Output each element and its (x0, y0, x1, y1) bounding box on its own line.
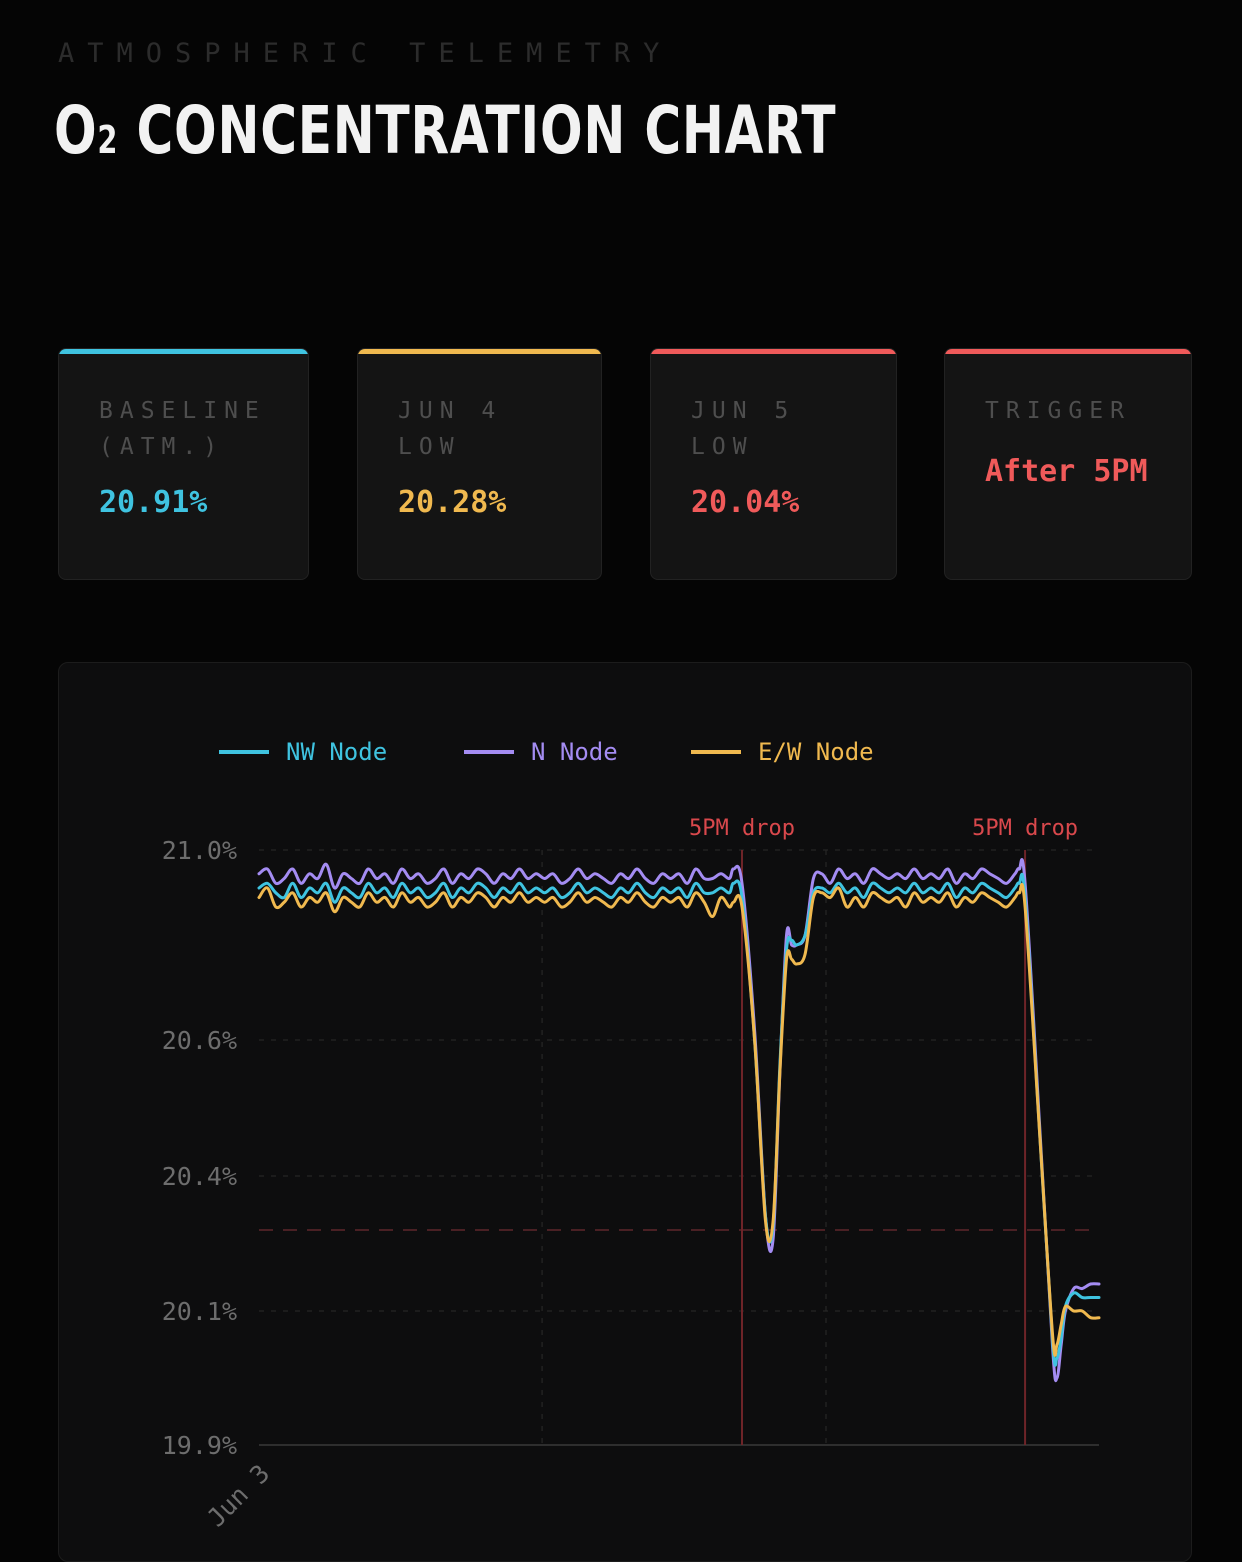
chart-panel: 21.0% 20.6% 20.4% 20.1% 19.9% 5PM drop 5PM dro… (58, 662, 1192, 1562)
card-accent-bar (59, 349, 308, 354)
card-label: JUN 5 LOW (691, 398, 796, 460)
card-value: 20.91% (99, 485, 208, 520)
annotation-label: 5PM drop (972, 816, 1078, 841)
y-tick-label: 20.4% (162, 1162, 237, 1191)
series-line (257, 858, 1101, 1383)
legend-label: E/W Node (758, 738, 874, 766)
legend-label: N Node (531, 738, 618, 766)
y-tick-label: 20.1% (162, 1297, 237, 1326)
y-tick-label: 21.0% (162, 836, 237, 865)
stat-card-jun5-low: JUN 5 LOW 20.04% (650, 348, 897, 580)
card-accent-bar (358, 349, 601, 354)
y-tick-label: 20.6% (162, 1026, 237, 1055)
stat-card-trigger: TRIGGER After 5PM (944, 348, 1192, 580)
annotation-label: 5PM drop (689, 816, 795, 841)
card-accent-bar (651, 349, 896, 354)
title-subscript: 2 (97, 118, 119, 162)
card-value: 20.04% (691, 485, 800, 520)
stat-card-baseline: BASELINE (ATM.) 20.91% (58, 348, 309, 580)
title-main: O (54, 92, 98, 169)
card-value: 20.28% (398, 485, 507, 520)
eyebrow-label: ATMOSPHERIC TELEMETRY (58, 38, 673, 69)
card-label: BASELINE (ATM.) (99, 398, 266, 460)
o2-line-chart: 21.0% 20.6% 20.4% 20.1% 19.9% 5PM drop 5PM dro… (162, 738, 1101, 1533)
page-title: O2 CONCENTRATION CHART (54, 92, 836, 169)
legend-label: NW Node (286, 738, 387, 766)
title-rest: CONCENTRATION CHART (118, 92, 837, 169)
y-tick-label: 19.9% (162, 1431, 237, 1460)
stat-card-jun4-low: JUN 4 LOW 20.28% (357, 348, 602, 580)
series-line (257, 872, 1101, 1367)
card-accent-bar (945, 349, 1191, 354)
card-label: TRIGGER (985, 398, 1131, 424)
x-tick-label: Jun 3 (202, 1459, 276, 1533)
card-label: JUN 4 LOW (398, 398, 503, 460)
card-value: After 5PM (985, 454, 1148, 489)
series-line (257, 882, 1101, 1357)
